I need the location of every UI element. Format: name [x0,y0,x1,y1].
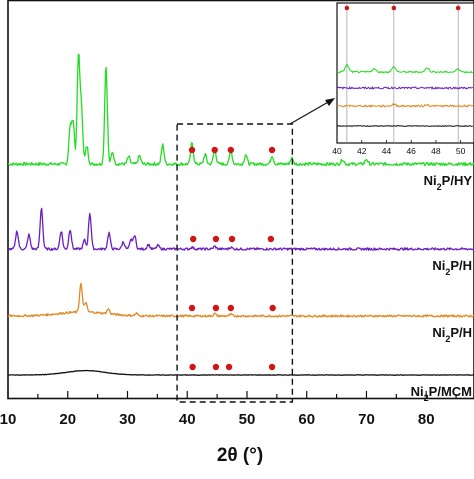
zoom-arrow-head [325,98,335,106]
peak-marker [212,363,220,371]
peak-marker [212,304,220,312]
x-axis-title: 2θ (°) [217,445,263,466]
highlight-box [176,123,294,403]
x-tick-label: 40 [179,411,196,428]
inset-x-tick-label: 40 [332,146,342,156]
inset-series-line-2 [336,85,474,90]
highlight-region [176,98,335,403]
x-tick-label: 50 [239,411,256,428]
peak-marker [189,363,196,371]
inset-series-line-1 [336,63,473,74]
peak-marker [211,146,218,154]
x-tick-label: 30 [119,411,136,428]
peak-marker [268,146,276,154]
series-line-4 [7,369,474,376]
x-axis: 10 20 30 40 50 60 70 80 [0,391,457,428]
inset-x-tick-label: 42 [357,146,367,156]
zoom-arrow-line [289,100,331,125]
inset-x-tick-label: 44 [382,146,392,156]
peak-marker [225,363,233,371]
x-tick-label: 10 [0,411,16,428]
series-label-1: Ni2P/HY [424,173,473,192]
inset-x-tick-label: 50 [456,146,466,156]
zoom-inset: 40 42 44 46 48 50 [332,2,474,156]
inset-series-line-3 [336,102,474,108]
series-label-4: Ni2P/MCM [411,384,472,403]
peak-marker [188,146,196,154]
inset-peak-marker [391,5,397,11]
x-tick-label: 70 [358,411,375,428]
peak-marker [212,235,220,243]
peak-marker [269,304,276,312]
inset-x-tick-label: 46 [406,146,416,156]
peak-marker [190,235,197,243]
series-line-1 [7,53,474,167]
series-label-2: Ni2P/H [432,258,472,277]
inset-peak-marker [344,5,350,11]
plot-frame [7,0,474,400]
series-line-3 [7,282,474,318]
x-tick-label: 60 [298,411,315,428]
peak-marker [268,363,276,371]
x-tick-label: 20 [59,411,76,428]
inset-frame [336,2,474,144]
peak-marker [227,304,235,312]
series-line-2 [7,207,474,251]
inset-series-line-4 [336,125,473,127]
peak-marker [227,146,235,154]
inset-peak-marker [455,5,461,11]
series-label-3: Ni2P/H [432,325,472,344]
plot-area: Ni2P/HY Ni2P/H Ni2P/H Ni2P/MCM [7,0,474,403]
peak-marker [267,235,275,243]
peak-marker [228,235,236,243]
peak-marker [188,304,196,312]
inset-x-tick-label: 48 [431,146,441,156]
x-tick-label: 80 [418,411,435,428]
